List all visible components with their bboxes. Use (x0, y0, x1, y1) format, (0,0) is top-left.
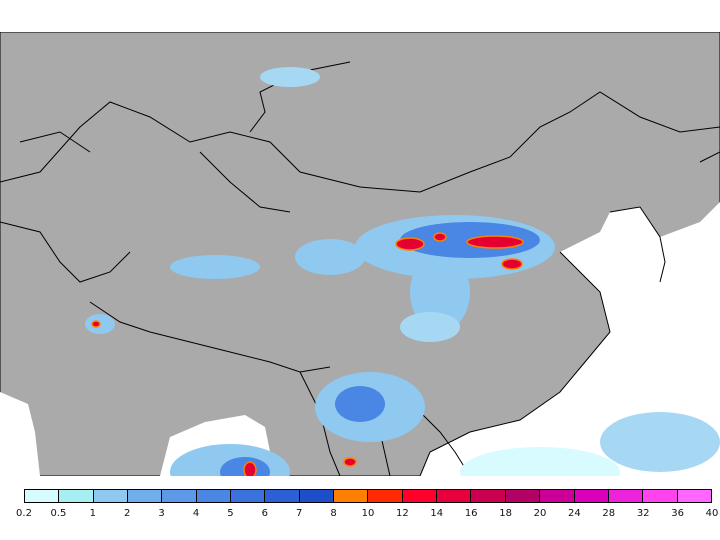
map-canvas (0, 32, 720, 476)
legend-swatch (162, 490, 197, 502)
legend-swatch (608, 490, 644, 502)
legend-tick-label: 20 (533, 508, 547, 519)
legend-swatch (471, 490, 506, 502)
legend-swatch (505, 490, 541, 502)
legend-swatch (265, 490, 300, 502)
legend-swatch (59, 490, 94, 502)
legend-tick-label: 14 (430, 508, 444, 519)
legend-swatch (231, 490, 266, 502)
precip-cell (466, 235, 524, 249)
legend-swatch (196, 490, 232, 502)
legend-swatch (334, 490, 369, 502)
legend-swatch (643, 490, 678, 502)
legend-tick-label: 1 (89, 508, 96, 519)
legend-tick-label: 16 (464, 508, 478, 519)
precip-cell (501, 258, 523, 270)
legend-color-bar (24, 489, 712, 503)
legend-tick-label: 36 (671, 508, 684, 519)
legend-tick-label: 7 (296, 508, 303, 519)
legend-tick-label: 40 (705, 508, 719, 519)
legend-tick-label: 0.2 (16, 508, 32, 519)
legend-swatch (677, 490, 711, 502)
legend-tick-label: 6 (261, 508, 268, 519)
legend-swatch (368, 490, 403, 502)
legend-swatch (25, 490, 60, 502)
legend-tick-label: 8 (330, 508, 337, 519)
precip-cell (335, 386, 385, 422)
precip-cell (395, 237, 425, 251)
legend-tick-label: 12 (396, 508, 409, 519)
ocean-area-west (0, 392, 40, 476)
legend-tick-label: 5 (227, 508, 234, 519)
legend-tick-label: 2 (124, 508, 131, 519)
precip-cell (91, 320, 101, 328)
legend-tick-label: 4 (192, 508, 200, 519)
legend-tick-label: 24 (568, 508, 581, 519)
precip-cell (400, 312, 460, 342)
precipitation-map (0, 32, 720, 476)
legend-swatch (299, 490, 335, 502)
legend-swatch (402, 490, 438, 502)
precip-cell (243, 461, 257, 476)
legend-tick-label: 32 (636, 508, 650, 519)
legend-swatch (437, 490, 472, 502)
precip-cell (295, 239, 365, 275)
legend-tick-label: 0.5 (50, 508, 67, 519)
legend-tick-label: 3 (158, 508, 165, 519)
precip-cell (433, 232, 447, 242)
legend-swatch (540, 490, 575, 502)
legend-tick-label: 28 (602, 508, 616, 519)
precip-cell (260, 67, 320, 87)
precip-cell (343, 457, 357, 467)
precip-legend: 0.2 0.5 1 2 3 4 5 6 7 8 10 12 14 16 18 20 24 28 32 36 40 (16, 489, 718, 529)
precip-cell (410, 252, 470, 332)
precip-cell (170, 255, 260, 279)
precip-cell (600, 412, 720, 472)
legend-tick-label: 18 (499, 508, 512, 519)
ocean-east (420, 202, 720, 476)
legend-swatch (574, 490, 609, 502)
legend-swatch (128, 490, 163, 502)
precip-cell (460, 447, 620, 476)
legend-tick-label: 10 (361, 508, 375, 519)
precip-heavy (91, 232, 524, 476)
legend-swatch (93, 490, 129, 502)
